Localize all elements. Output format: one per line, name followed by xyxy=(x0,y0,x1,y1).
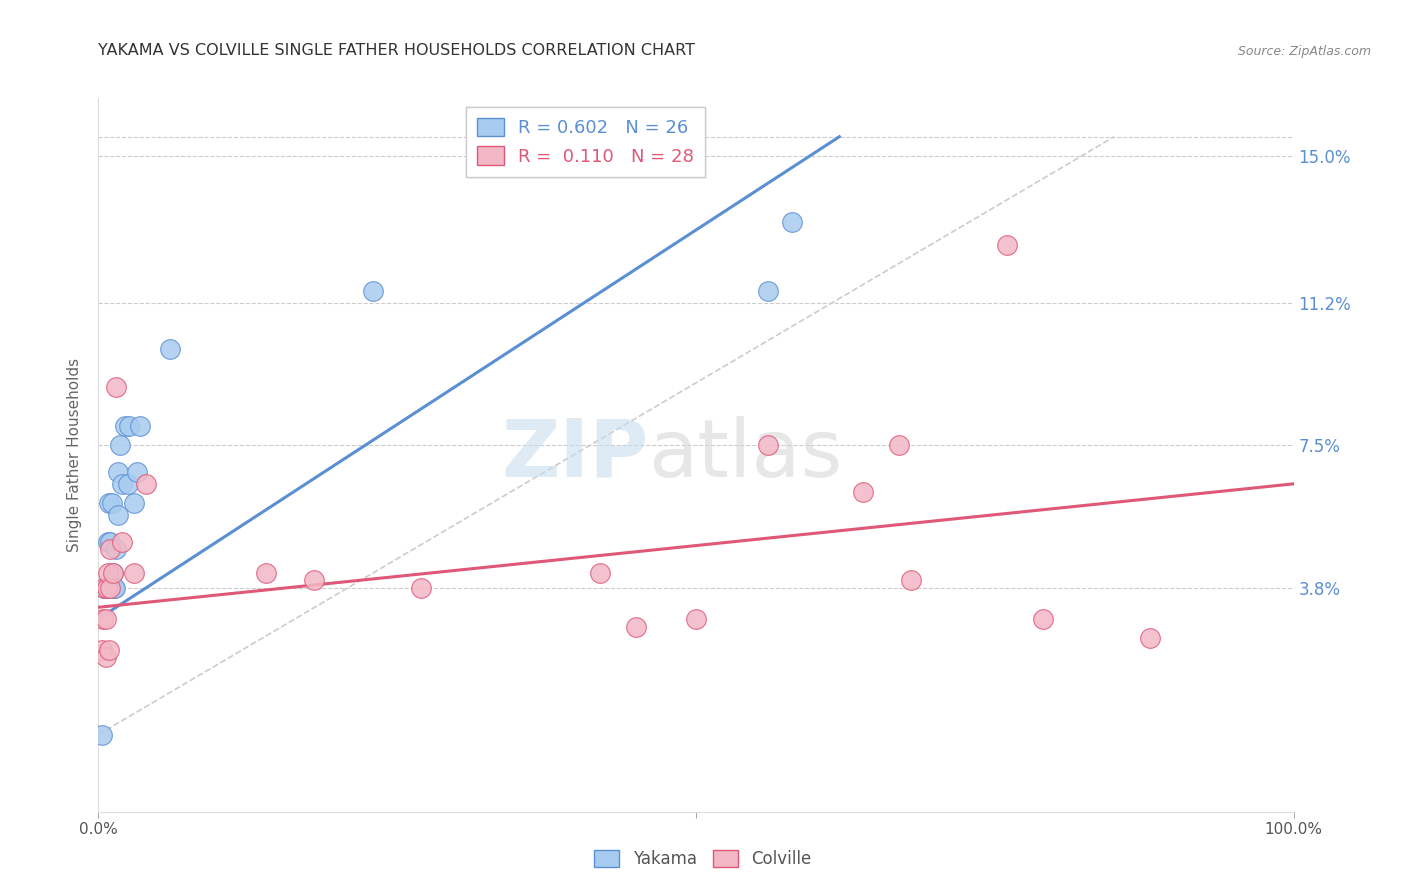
Point xyxy=(107,465,129,479)
Point xyxy=(685,612,707,626)
Point xyxy=(852,484,875,499)
Point xyxy=(114,419,136,434)
Point xyxy=(97,534,120,549)
Legend: R = 0.602   N = 26, R =  0.110   N = 28: R = 0.602 N = 26, R = 0.110 N = 28 xyxy=(465,107,704,177)
Point xyxy=(93,581,115,595)
Point xyxy=(98,581,122,595)
Point xyxy=(129,419,152,434)
Point xyxy=(589,566,612,580)
Point xyxy=(98,542,122,557)
Point xyxy=(98,496,121,510)
Point xyxy=(100,496,122,510)
Point xyxy=(135,476,157,491)
Point xyxy=(118,419,141,434)
Legend: Yakama, Colville: Yakama, Colville xyxy=(588,843,818,875)
Point xyxy=(108,438,131,452)
Point xyxy=(103,581,125,595)
Point xyxy=(1139,631,1161,645)
Point xyxy=(96,581,118,595)
Point xyxy=(124,566,146,580)
Point xyxy=(101,566,124,580)
Point xyxy=(94,650,117,665)
Point xyxy=(104,581,127,595)
Point xyxy=(889,438,911,452)
Point xyxy=(756,438,779,452)
Point xyxy=(105,380,128,394)
Point xyxy=(756,284,779,298)
Y-axis label: Single Father Households: Single Father Households xyxy=(67,358,83,552)
Point xyxy=(101,566,124,580)
Point xyxy=(125,465,148,479)
Point xyxy=(98,581,122,595)
Point xyxy=(1032,612,1054,626)
Point xyxy=(900,574,922,588)
Point xyxy=(96,581,118,595)
Text: atlas: atlas xyxy=(648,416,842,494)
Point xyxy=(98,642,121,657)
Point xyxy=(124,496,146,510)
Point xyxy=(411,581,433,595)
Point xyxy=(93,581,115,595)
Point xyxy=(97,566,120,580)
Point xyxy=(91,612,114,626)
Point xyxy=(91,728,114,742)
Point xyxy=(624,619,647,633)
Point xyxy=(117,476,139,491)
Point xyxy=(159,342,181,356)
Point xyxy=(363,284,385,298)
Point xyxy=(91,642,114,657)
Point xyxy=(107,508,129,522)
Point xyxy=(105,542,128,557)
Point xyxy=(94,612,117,626)
Point xyxy=(98,534,122,549)
Point xyxy=(111,534,134,549)
Point xyxy=(995,237,1018,252)
Text: Source: ZipAtlas.com: Source: ZipAtlas.com xyxy=(1237,45,1371,58)
Text: YAKAMA VS COLVILLE SINGLE FATHER HOUSEHOLDS CORRELATION CHART: YAKAMA VS COLVILLE SINGLE FATHER HOUSEHO… xyxy=(98,43,696,58)
Point xyxy=(780,214,803,228)
Point xyxy=(302,574,325,588)
Point xyxy=(111,476,134,491)
Text: ZIP: ZIP xyxy=(501,416,648,494)
Point xyxy=(254,566,277,580)
